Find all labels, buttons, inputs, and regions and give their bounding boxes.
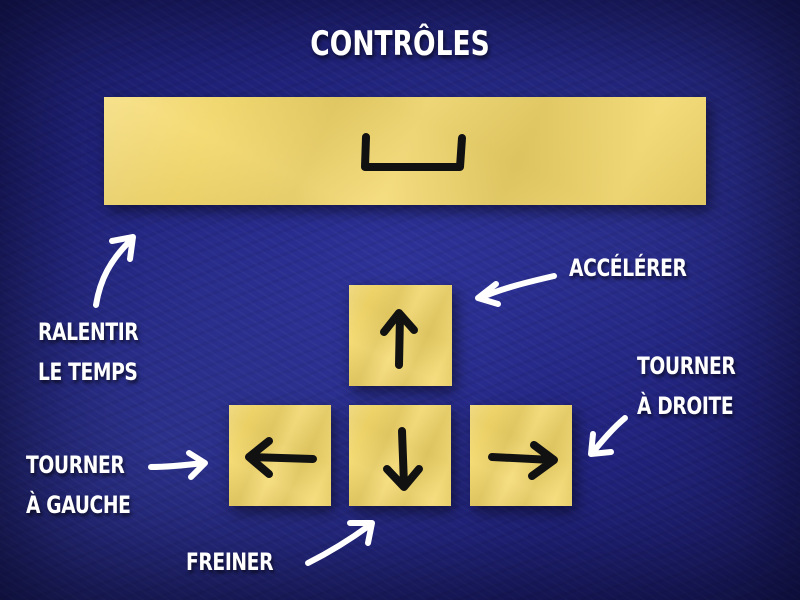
space-bar-key (104, 97, 706, 205)
arrow-down-icon (383, 427, 423, 491)
turn-right-label-line2: À DROITE (637, 392, 734, 420)
accelerate-label: ACCÉLÉRER (569, 254, 687, 282)
turn-left-label: TOURNER À GAUCHE (26, 445, 131, 525)
brake-label: FREINER (186, 548, 274, 576)
arrow-up-key (349, 285, 452, 386)
slow-time-label-line1: RALENTIR (38, 318, 139, 346)
arrow-right-key (470, 405, 572, 506)
pointer-to-down-icon (305, 520, 375, 566)
pointer-to-left-icon (148, 450, 208, 480)
turn-right-label-line1: TOURNER (637, 352, 736, 380)
arrow-down-key (349, 405, 451, 506)
arrow-up-icon (380, 309, 418, 369)
turn-left-label-line1: TOURNER (26, 451, 125, 479)
arrow-right-icon (488, 441, 558, 480)
slow-time-label-line2: LE TEMPS (38, 358, 138, 386)
pointer-to-right-icon (588, 415, 628, 457)
turn-right-label: TOURNER À DROITE (637, 346, 736, 426)
space-bar-icon (361, 133, 466, 171)
arrow-left-icon (245, 437, 317, 478)
slow-time-label: RALENTIR LE TEMPS (38, 312, 139, 392)
pointer-to-up-icon (475, 273, 557, 307)
turn-left-label-line2: À GAUCHE (26, 491, 131, 519)
arrow-left-key (229, 405, 331, 506)
pointer-to-space-icon (93, 234, 136, 308)
page-title: CONTRÔLES (310, 24, 490, 64)
